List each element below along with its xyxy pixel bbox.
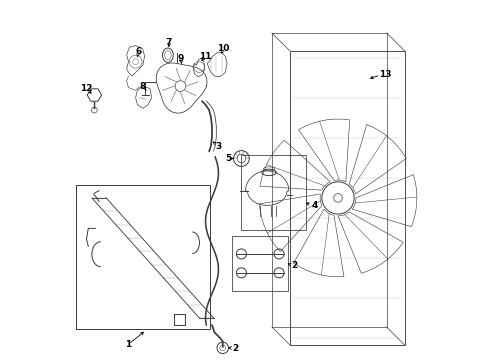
Text: 5: 5 — [226, 154, 232, 163]
Text: 10: 10 — [217, 44, 230, 53]
Text: 8: 8 — [140, 82, 146, 91]
Bar — [290, 51, 405, 345]
Text: 12: 12 — [80, 84, 93, 93]
Text: 4: 4 — [312, 201, 318, 210]
Bar — [232, 235, 288, 291]
Text: 3: 3 — [215, 142, 221, 151]
Text: 6: 6 — [135, 47, 141, 56]
Text: 2: 2 — [292, 261, 297, 270]
Text: 11: 11 — [198, 53, 211, 62]
Bar — [242, 155, 306, 230]
Text: 9: 9 — [178, 54, 184, 63]
Text: 7: 7 — [166, 38, 172, 47]
Text: 1: 1 — [125, 340, 132, 349]
Bar — [76, 185, 210, 329]
Text: 2: 2 — [232, 344, 239, 353]
Text: 13: 13 — [379, 71, 391, 80]
